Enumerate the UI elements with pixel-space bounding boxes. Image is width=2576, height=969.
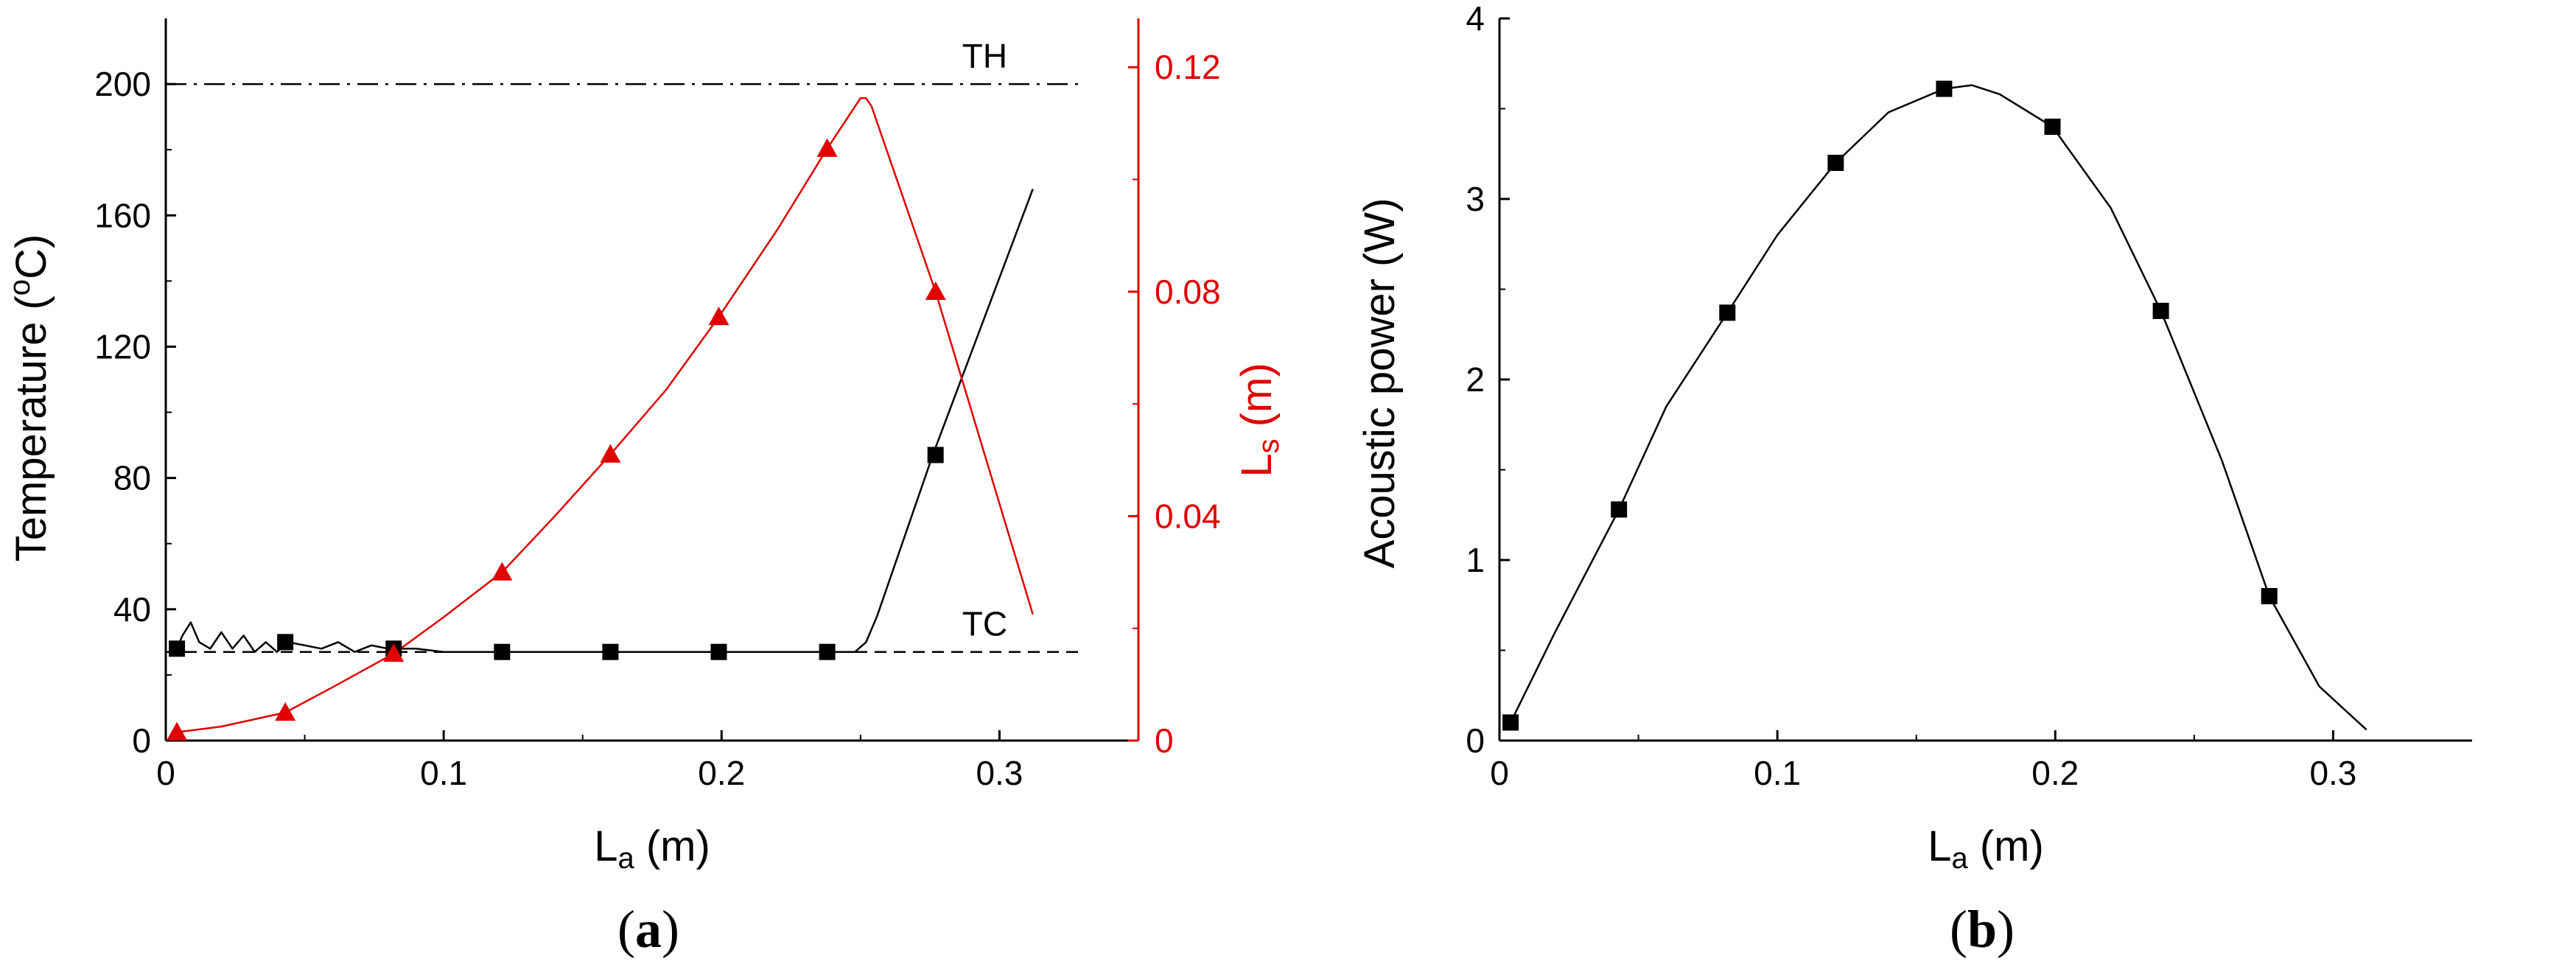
chart-a-y-right-tick-label: 0	[1155, 721, 1174, 760]
chart-b-panel-label: (b)	[1950, 900, 2015, 959]
chart-a-series-lines	[175, 97, 1034, 733]
chart-b-y-tick-label: 3	[1466, 180, 1485, 218]
chart-a-reference-lines: TH TC	[166, 37, 1085, 653]
chart-b-series-0-point	[2044, 119, 2061, 135]
chart-a-y-left-ticks: 0 40 80 120 160 200	[94, 65, 176, 760]
chart-a-series-0-point	[277, 634, 294, 651]
chart-b-x-ticks: 0 0.1 0.2 0.3	[1490, 730, 2356, 792]
chart-a-y-left-tick-label: 80	[113, 459, 151, 497]
chart-b-y-tick-label: 4	[1466, 0, 1485, 38]
chart-b-series-0-line	[1509, 84, 2367, 731]
chart-a-series-1-line	[176, 97, 1034, 733]
chart-a-series-0-point	[819, 643, 836, 660]
chart-a-series-0-line	[175, 189, 1034, 653]
chart-b-x-label: La (m)	[1928, 822, 2044, 875]
chart-b-x-tick-label: 0.3	[2309, 754, 2356, 792]
chart-b-y-tick-label: 2	[1466, 360, 1485, 399]
chart-b-y-ticks: 0 1 2 3 4	[1466, 0, 1510, 760]
chart-a-series-1-point	[600, 444, 621, 463]
chart-b-series-0-point	[1719, 304, 1736, 321]
chart-b-x-tick-label: 0	[1490, 754, 1509, 792]
chart-b-series-0-point	[1827, 155, 1844, 171]
chart-a-y-left-tick-label: 0	[132, 721, 151, 760]
chart-a-series-0-point	[710, 643, 727, 660]
chart-a-panel-label: (a)	[617, 900, 679, 959]
chart-a-series-1-point	[167, 721, 188, 741]
chart-a-series-1-point	[491, 562, 513, 581]
chart-a-series-0-point	[602, 643, 619, 660]
chart-a-markers	[167, 138, 946, 741]
chart-a-series-1-point	[925, 281, 946, 301]
chart-b-y-label: Acoustic power (W)	[1356, 198, 1404, 569]
chart-b: 0 0.1 0.2 0.3 0 1 2 3 4 Acoustic power (W) La (…	[1356, 0, 2472, 959]
chart-a-x-tick-label: 0.1	[420, 754, 467, 792]
chart-a-y-right-label: Ls (m)	[1233, 363, 1285, 477]
chart-a-y-left-label: Temperature (oC)	[4, 234, 55, 562]
chart-a-x-tick-label: 0	[156, 754, 175, 792]
chart-b-markers	[1502, 80, 2278, 731]
chart-a-series-1-point	[816, 138, 838, 157]
chart-a-series-0-point	[169, 640, 186, 657]
chart-b-series-0-point	[2261, 588, 2278, 604]
chart-a-series-0-point	[494, 643, 511, 660]
chart-b-series-0-point	[2152, 302, 2169, 319]
chart-a-x-label: La (m)	[594, 822, 710, 875]
chart-a-series-1-point	[383, 643, 405, 662]
chart-a-y-right-tick-label: 0.04	[1155, 497, 1221, 535]
chart-b-x-tick-label: 0.2	[2031, 754, 2079, 792]
chart-a-y-right-ticks: 0 0.04 0.08 0.12	[1128, 48, 1221, 760]
chart-a-y-right-tick-label: 0.12	[1155, 48, 1221, 86]
chart-a-series-1-point	[275, 702, 296, 721]
chart-b-y-tick-label: 0	[1466, 721, 1485, 760]
chart-a-y-left-tick-label: 160	[94, 196, 151, 234]
chart-a-ref-label-tc: TC	[962, 605, 1007, 643]
chart-a-series-1-point	[708, 307, 729, 326]
chart-a-y-left-tick-label: 200	[94, 65, 151, 103]
chart-a-ref-label-th: TH	[962, 37, 1007, 75]
chart-b-series-0-point	[1502, 714, 1519, 731]
chart-b-series-0-point	[1936, 80, 1953, 97]
chart-a-x-ticks: 0 0.1 0.2 0.3	[156, 730, 1023, 792]
chart-b-series-lines	[1509, 84, 2367, 731]
chart-a-x-tick-label: 0.3	[976, 754, 1023, 792]
chart-a-y-right-tick-label: 0.08	[1155, 273, 1221, 311]
chart-a-y-left-tick-label: 40	[113, 590, 151, 629]
chart-b-series-0-point	[1611, 501, 1628, 518]
chart-b-x-tick-label: 0.1	[1754, 754, 1801, 792]
chart-a-x-tick-label: 0.2	[698, 754, 745, 792]
chart-a-y-left-tick-label: 120	[94, 327, 151, 365]
chart-a-series-0-point	[927, 447, 944, 463]
chart-b-y-tick-label: 1	[1466, 541, 1485, 579]
